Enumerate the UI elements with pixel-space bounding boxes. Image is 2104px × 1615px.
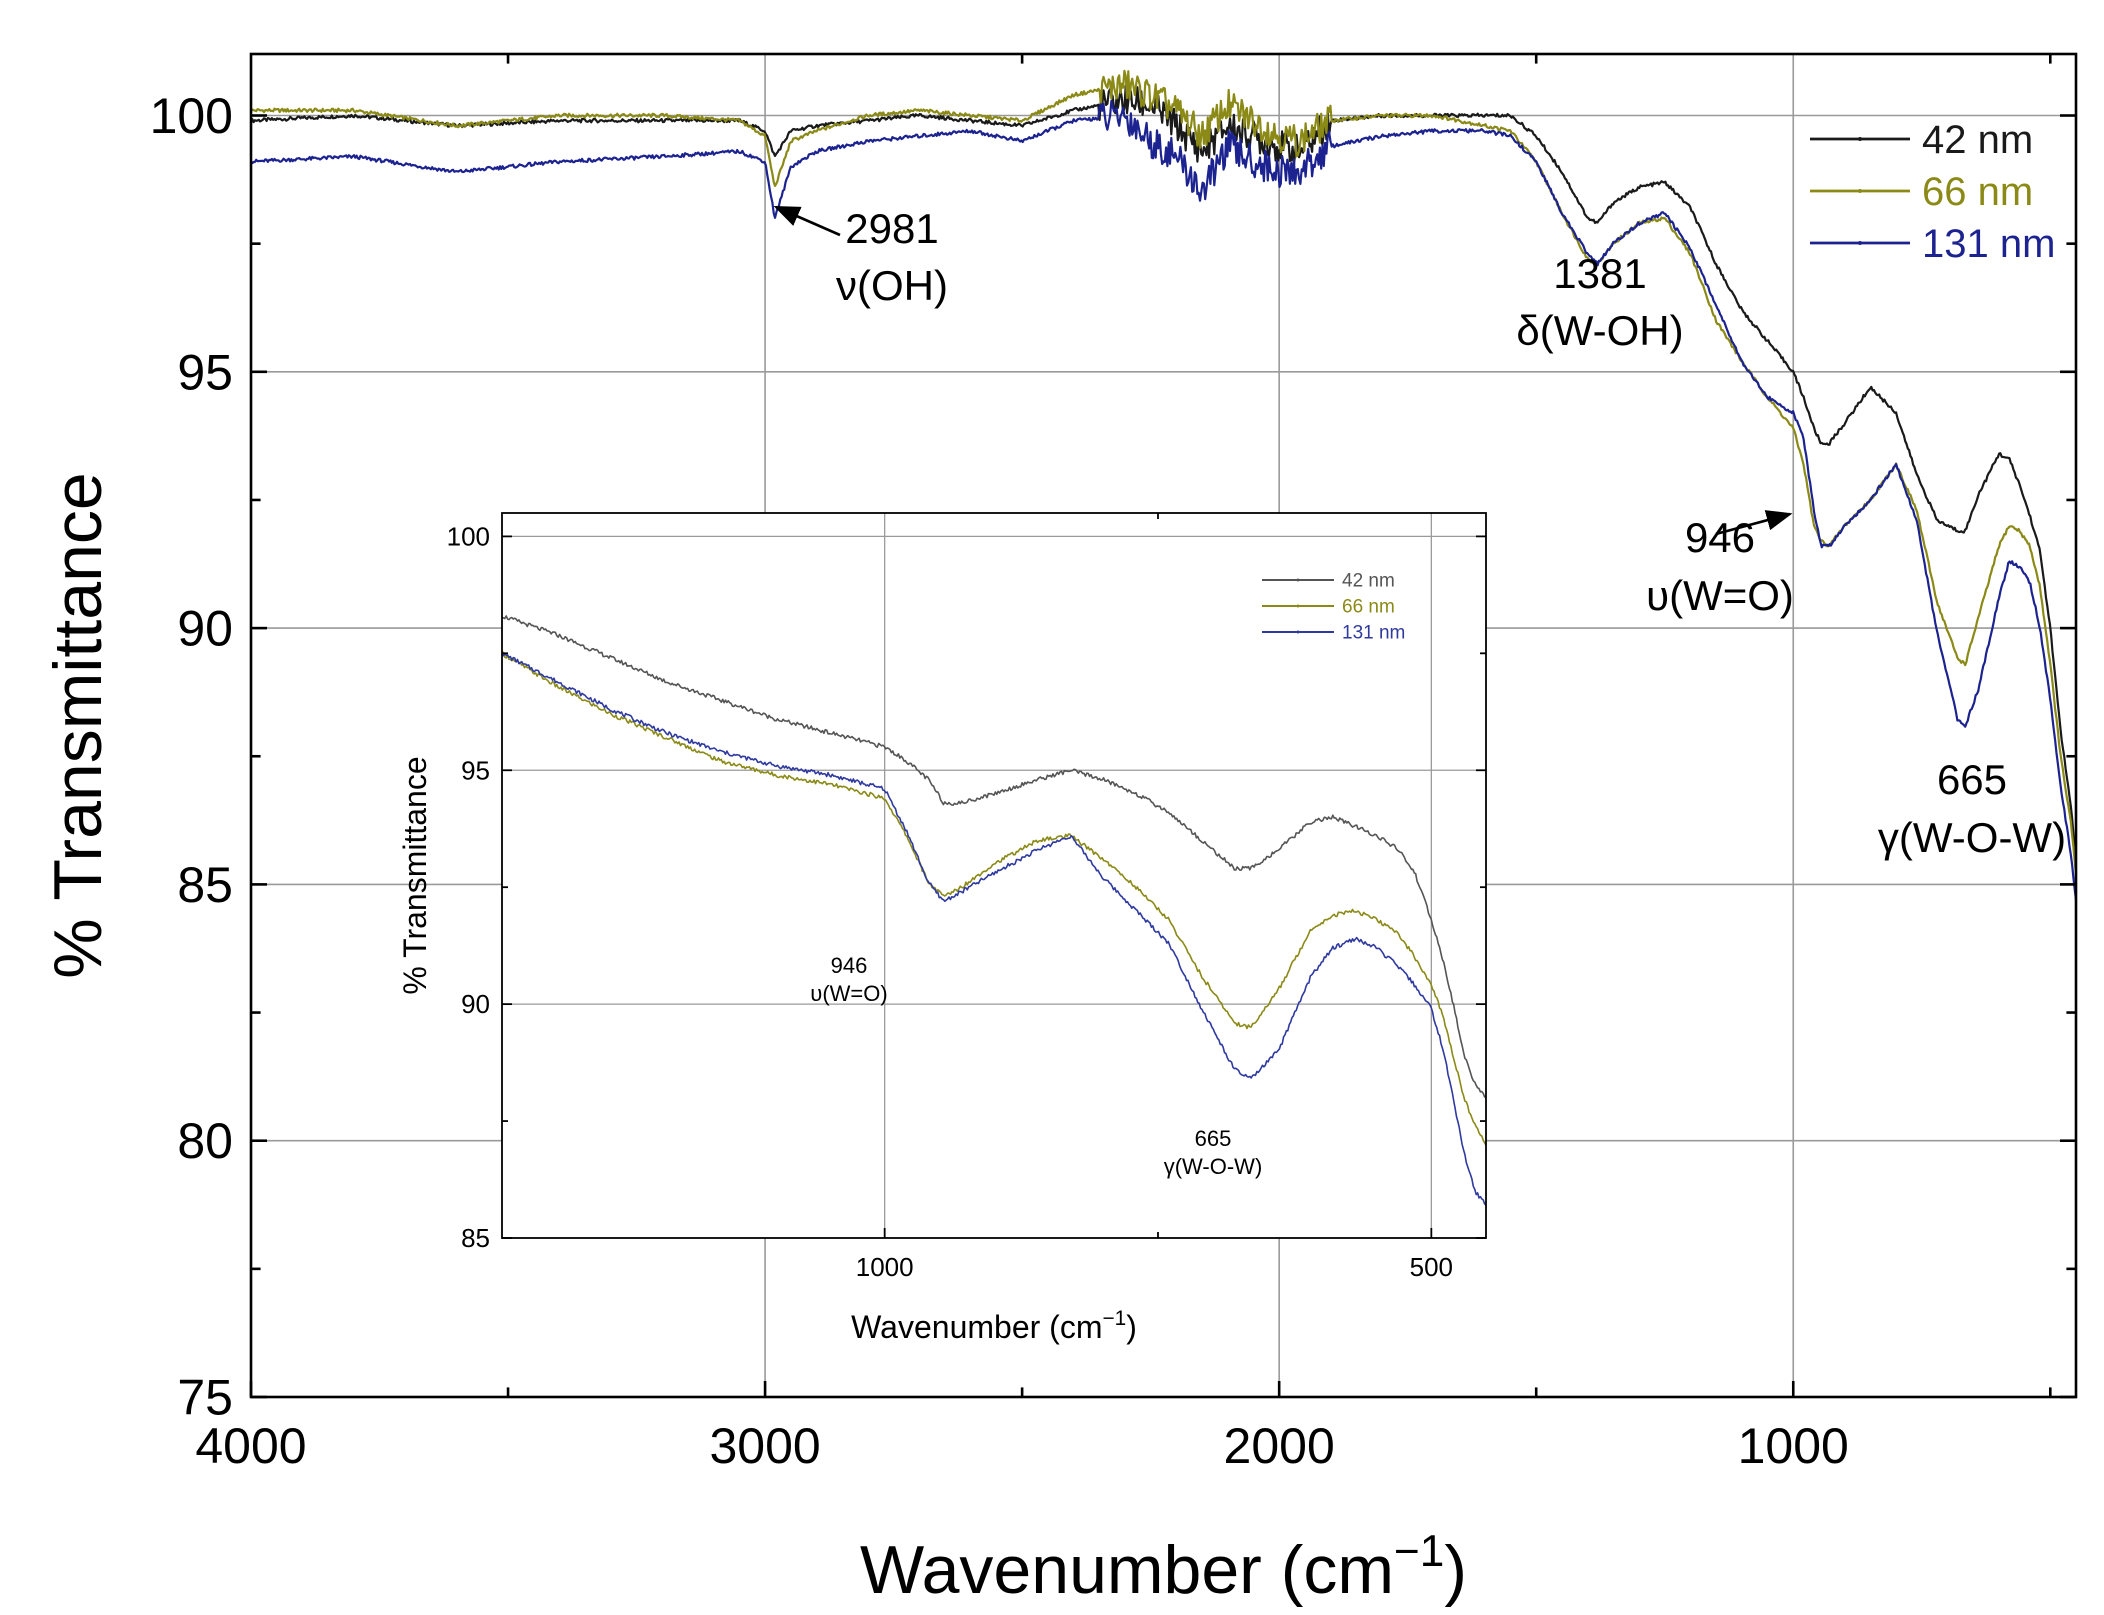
main-legend-marker-1 (1858, 189, 1862, 193)
main-annotation-mode-0: ν(OH) (836, 262, 948, 309)
main-x-axis-title-close: ) (1444, 1532, 1467, 1608)
inset-y-tick-label: 85 (461, 1223, 490, 1253)
main-x-tick-label: 3000 (709, 1418, 820, 1474)
main-annotation-peak-3: 665 (1937, 756, 2007, 803)
inset-series-0-line (502, 615, 1487, 1098)
main-y-tick-label: 90 (177, 601, 233, 657)
inset-annotation-peak-1: 665 (1195, 1126, 1232, 1151)
inset-legend-marker-2 (1296, 630, 1300, 634)
main-annotation-peak-1: 1381 (1553, 250, 1646, 297)
main-plot-frame (249, 52, 2078, 1399)
inset-legend-label-2: 131 nm (1342, 623, 1405, 644)
main-y-tick-label: 75 (177, 1370, 233, 1426)
main-x-tick-label: 1000 (1738, 1418, 1849, 1474)
main-legend-marker-2 (1858, 241, 1862, 245)
main-series-2-line (250, 99, 2078, 901)
main-y-tick-label: 95 (177, 344, 233, 400)
main-series-1-line (250, 69, 2078, 875)
inset-x-axis-title-text: Wavenumber (cm (851, 1309, 1102, 1345)
inset-legend-label-1: 66 nm (1342, 597, 1395, 618)
main-annotation-arrow-0 (773, 205, 841, 237)
inset-legend-marker-0 (1296, 578, 1300, 582)
inset-legend-label-0: 42 nm (1342, 571, 1395, 592)
main-x-tick-label: 2000 (1224, 1418, 1335, 1474)
main-annotation-peak-0: 2981 (845, 205, 938, 252)
inset-series-2-line (501, 652, 1487, 1206)
inset-x-tick-label: 1000 (856, 1252, 914, 1282)
inset-annotation-mode-0: υ(W=O) (810, 981, 887, 1006)
inset-series-1-line (501, 650, 1487, 1146)
inset-y-tick-label: 95 (461, 755, 490, 785)
inset-annotation-peak-0: 946 (831, 953, 868, 978)
main-y-tick-label: 100 (150, 88, 233, 144)
inset-y-tick-label: 90 (461, 989, 490, 1019)
main-x-axis-title-sup: −1 (1394, 1527, 1444, 1576)
main-legend-marker-0 (1858, 137, 1862, 141)
inset-y-tick-label: 100 (447, 521, 490, 551)
inset-chart: 1000 500 85 90 95 100 Wavenumber (cm−1) % Trans… (397, 512, 1487, 1345)
inset-x-axis-title: Wavenumber (cm−1) (851, 1307, 1137, 1345)
inset-x-tick-label: 500 (1410, 1252, 1453, 1282)
main-series-0-line (249, 84, 2078, 860)
main-annotation-arrow-2 (1715, 510, 1793, 536)
main-annotation-mode-2: υ(W=O) (1646, 572, 1794, 619)
main-legend-label-1: 66 nm (1922, 170, 2033, 214)
main-y-tick-label: 85 (177, 857, 233, 913)
inset-plot-frame (501, 512, 1487, 1239)
inset-annotation-mode-1: γ(W-O-W) (1164, 1154, 1263, 1179)
main-y-tick-label: 80 (177, 1113, 233, 1169)
main-x-axis-title-text: Wavenumber (cm (860, 1532, 1394, 1608)
inset-x-axis-title-close: ) (1126, 1309, 1137, 1345)
main-annotation-mode-1: δ(W-OH) (1516, 307, 1683, 354)
main-x-axis-title: Wavenumber (cm−1) (860, 1527, 1467, 1608)
main-annotation-peak-2: 946 (1685, 514, 1755, 561)
main-legend-label-0: 42 nm (1922, 118, 2033, 162)
main-annotation-mode-3: γ(W-O-W) (1878, 814, 2066, 861)
inset-legend-marker-1 (1296, 604, 1300, 608)
main-legend-label-2: 131 nm (1922, 222, 2055, 266)
inset-x-axis-title-sup: −1 (1102, 1307, 1126, 1330)
main-x-tick-label: 4000 (195, 1418, 306, 1474)
inset-y-axis-title: % Transmittance (397, 756, 433, 994)
main-y-axis-title: % Transmittance (40, 472, 116, 978)
